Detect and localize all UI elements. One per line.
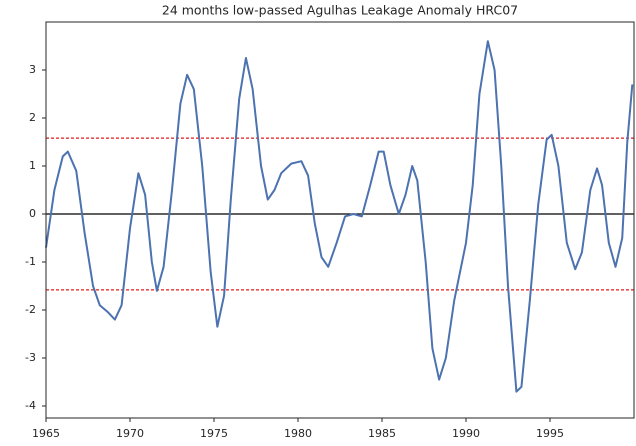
x-tick-label: 1995 — [536, 427, 564, 440]
x-tick-label: 1970 — [116, 427, 144, 440]
y-tick-label: 2 — [29, 111, 36, 124]
chart-title: 24 months low-passed Agulhas Leakage Ano… — [162, 3, 518, 18]
x-tick-label: 1985 — [368, 427, 396, 440]
data-line — [45, 40, 634, 393]
y-tick-label: -2 — [25, 303, 36, 316]
y-tick-label: 0 — [29, 207, 36, 220]
x-tick-label: 1965 — [32, 427, 60, 440]
y-tick-label: -1 — [25, 255, 36, 268]
y-tick-label: 1 — [29, 159, 36, 172]
y-tick-label: -3 — [25, 351, 36, 364]
x-tick-label: 1975 — [200, 427, 228, 440]
x-tick-label: 1980 — [284, 427, 312, 440]
y-tick-label: -4 — [25, 399, 36, 412]
plot-frame — [45, 21, 635, 419]
y-tick-label: 3 — [29, 63, 36, 76]
x-tick-label: 1990 — [452, 427, 480, 440]
